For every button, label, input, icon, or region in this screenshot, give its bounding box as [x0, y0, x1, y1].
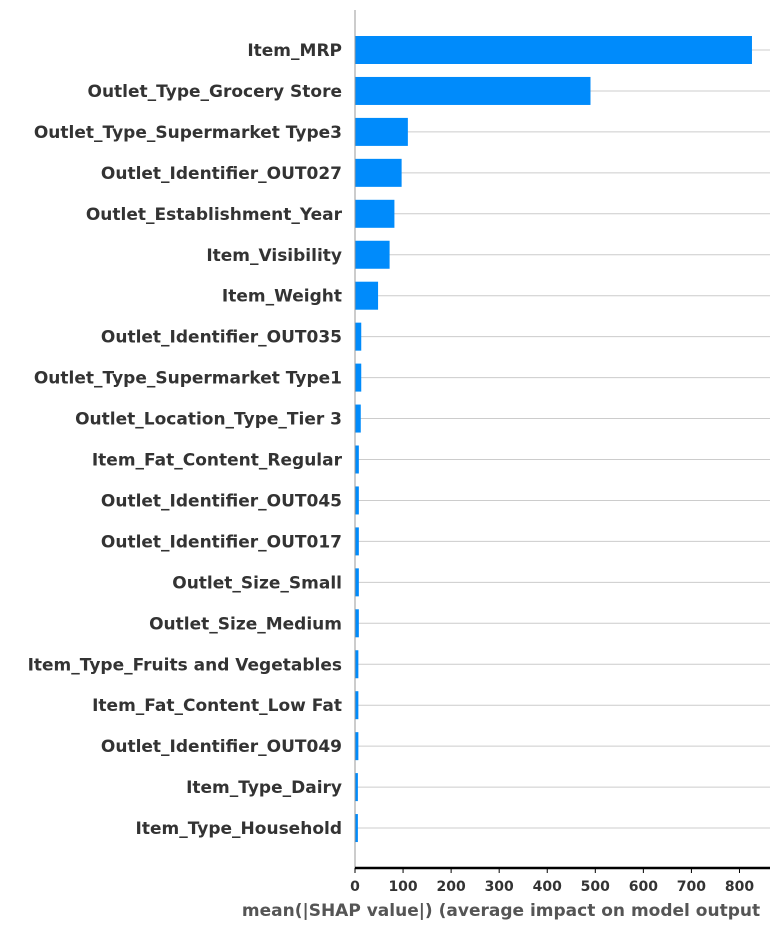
feature-label: Outlet_Type_Grocery Store [88, 82, 343, 102]
bar-17 [355, 732, 359, 761]
bar-14 [355, 609, 359, 638]
x-axis-ticks: 0 100 200 300 400 500 600 700 800 [350, 868, 754, 895]
feature-label: Outlet_Identifier_OUT035 [101, 328, 342, 348]
feature-label: Outlet_Size_Medium [149, 614, 342, 634]
feature-labels: Item_MRP Outlet_Type_Grocery Store Outlet_… [28, 41, 343, 839]
feature-label: Outlet_Identifier_OUT045 [101, 491, 342, 511]
feature-label: Outlet_Establishment_Year [86, 205, 343, 225]
feature-label: Outlet_Location_Type_Tier 3 [75, 410, 342, 430]
bars [355, 36, 752, 843]
bar-19 [355, 814, 358, 843]
bar-10 [355, 445, 359, 474]
x-tick-label: 200 [437, 879, 466, 895]
bar-5 [355, 240, 390, 269]
x-tick-label: 700 [677, 879, 706, 895]
bar-12 [355, 527, 359, 556]
x-tick-label: 500 [581, 879, 610, 895]
gridlines [355, 49, 770, 829]
feature-label: Outlet_Identifier_OUT017 [101, 532, 342, 552]
bar-4 [355, 199, 395, 228]
bar-0 [355, 36, 752, 64]
feature-label: Outlet_Identifier_OUT049 [101, 737, 342, 757]
bar-6 [355, 281, 379, 310]
feature-label: Outlet_Size_Small [172, 573, 342, 593]
bar-1 [355, 76, 591, 105]
feature-label: Item_Type_Household [136, 819, 343, 839]
bar-18 [355, 773, 358, 802]
feature-label: Outlet_Identifier_OUT027 [101, 164, 342, 184]
x-tick-label: 600 [629, 879, 658, 895]
feature-label: Item_Fat_Content_Regular [92, 451, 343, 471]
bar-3 [355, 158, 402, 187]
bar-16 [355, 691, 359, 720]
x-tick-label: 300 [485, 879, 514, 895]
feature-label: Item_Fat_Content_Low Fat [92, 696, 342, 716]
feature-label: Outlet_Type_Supermarket Type1 [34, 369, 342, 389]
x-tick-label: 400 [533, 879, 562, 895]
x-tick-label: 100 [388, 879, 417, 895]
x-tick-label: 0 [350, 879, 360, 895]
bar-15 [355, 650, 359, 679]
bar-13 [355, 568, 359, 597]
bar-8 [355, 363, 362, 392]
feature-label: Outlet_Type_Supermarket Type3 [34, 123, 342, 143]
feature-label: Item_Type_Fruits and Vegetables [28, 655, 342, 675]
feature-label: Item_Type_Dairy [186, 778, 342, 798]
bar-2 [355, 117, 408, 146]
x-axis-title: mean(|SHAP value|) (average impact on mo… [242, 901, 760, 921]
x-tick-label: 800 [725, 879, 754, 895]
feature-label: Item_Weight [222, 287, 342, 307]
bar-9 [355, 404, 361, 433]
bar-11 [355, 486, 359, 515]
feature-label: Item_Visibility [206, 246, 342, 266]
bar-7 [355, 322, 362, 351]
feature-label: Item_MRP [247, 41, 342, 61]
